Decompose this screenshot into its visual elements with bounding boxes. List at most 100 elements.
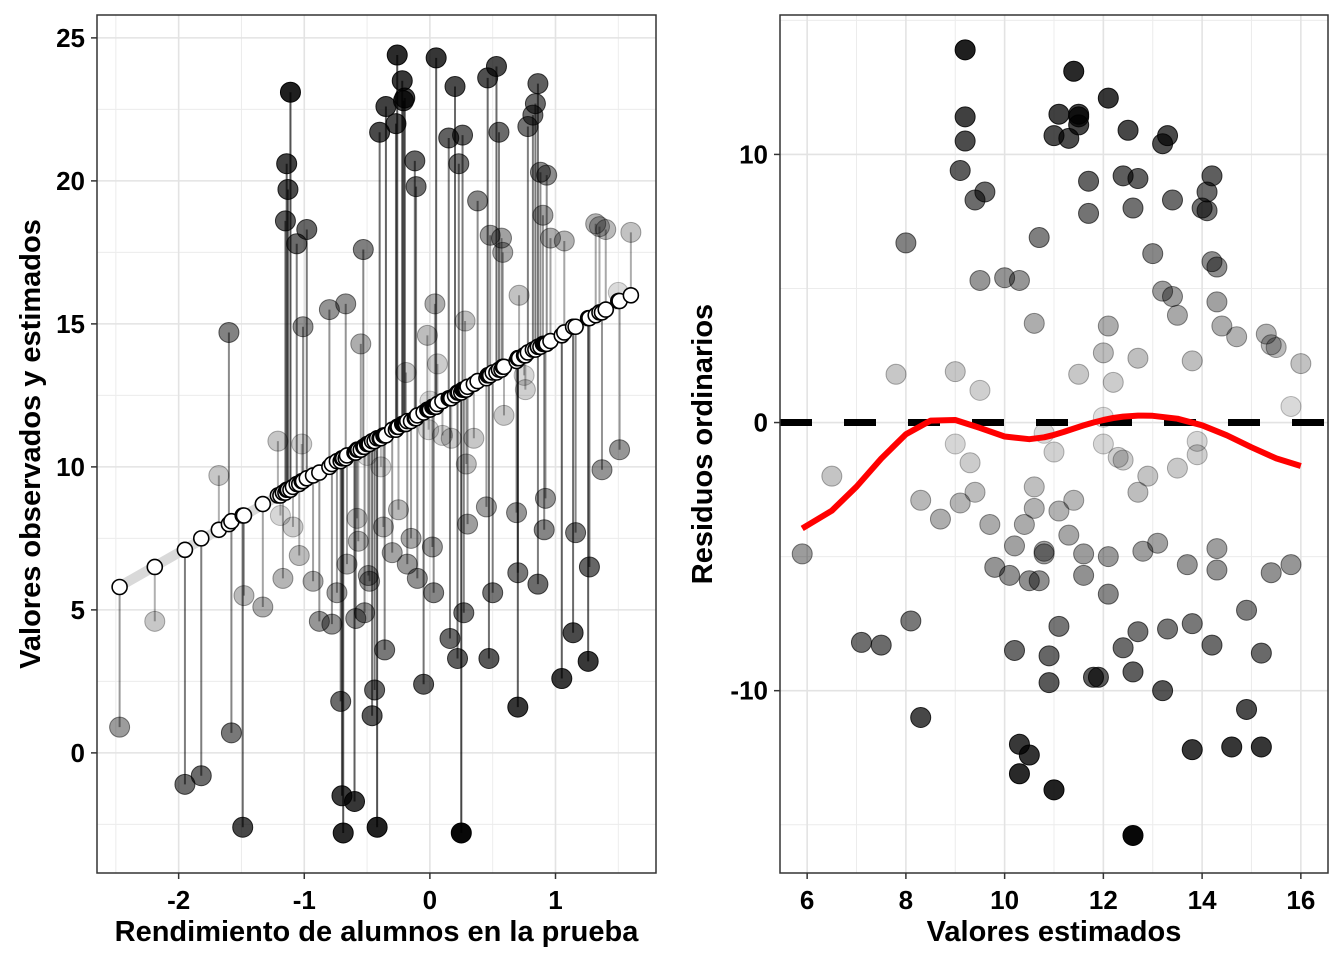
observed-point bbox=[277, 178, 299, 200]
observed-point bbox=[292, 316, 314, 338]
residual-point bbox=[1250, 736, 1272, 758]
observed-point bbox=[232, 816, 254, 838]
residual-point bbox=[1206, 291, 1228, 313]
observed-point bbox=[218, 321, 240, 343]
residual-point bbox=[1176, 554, 1198, 576]
residual-point bbox=[1038, 645, 1060, 667]
observed-point bbox=[421, 536, 443, 558]
x-tick-label: 10 bbox=[990, 885, 1019, 915]
residual-point bbox=[850, 631, 872, 653]
y-axis-title: Residuos ordinarios bbox=[687, 304, 719, 584]
residual-point bbox=[1102, 371, 1124, 393]
observed-point bbox=[562, 622, 584, 644]
observed-point bbox=[513, 364, 535, 386]
residual-point bbox=[1068, 106, 1090, 128]
x-axis-title: Rendimiento de alumnos en la prueba bbox=[115, 916, 640, 948]
fitted-point bbox=[254, 495, 272, 513]
observed-point bbox=[361, 705, 383, 727]
residual-point bbox=[1112, 637, 1134, 659]
x-tick-label: 0 bbox=[423, 885, 437, 915]
residual-point bbox=[1221, 736, 1243, 758]
observed-point bbox=[318, 299, 340, 321]
observed-point bbox=[336, 553, 358, 575]
observed-point bbox=[276, 153, 298, 175]
observed-point bbox=[492, 241, 514, 263]
observed-point bbox=[387, 499, 409, 521]
y-tick-label: 20 bbox=[56, 166, 85, 196]
observed-point bbox=[514, 379, 536, 401]
observed-point bbox=[347, 530, 369, 552]
residual-point bbox=[979, 513, 1001, 535]
observed-point bbox=[416, 324, 438, 346]
residual-point bbox=[1181, 350, 1203, 372]
observed-point bbox=[109, 716, 131, 738]
residual-point bbox=[1028, 570, 1050, 592]
residual-point bbox=[1048, 103, 1070, 125]
x-tick-label: -1 bbox=[293, 885, 316, 915]
residual-point bbox=[1152, 680, 1174, 702]
observed-point bbox=[452, 124, 474, 146]
residual-point bbox=[1097, 546, 1119, 568]
observed-point bbox=[463, 427, 485, 449]
observed-point bbox=[233, 585, 255, 607]
observed-point bbox=[539, 227, 561, 249]
residual-point bbox=[1127, 347, 1149, 369]
residual-point bbox=[1122, 824, 1144, 846]
residual-point bbox=[870, 634, 892, 656]
observed-point bbox=[467, 190, 489, 212]
y-tick-label: 25 bbox=[56, 23, 85, 53]
observed-point bbox=[352, 239, 374, 261]
observed-point bbox=[395, 362, 417, 383]
observed-point bbox=[453, 602, 475, 624]
observed-point bbox=[479, 224, 501, 246]
x-tick-label: 6 bbox=[800, 885, 814, 915]
observed-point bbox=[252, 596, 274, 618]
observed-point bbox=[359, 570, 381, 592]
residual-point bbox=[1033, 543, 1055, 565]
observed-point bbox=[208, 464, 230, 486]
residual-point bbox=[1152, 280, 1174, 302]
residual-point bbox=[1008, 269, 1030, 291]
y-tick-label: 0 bbox=[71, 738, 85, 768]
fitted-point bbox=[235, 507, 253, 524]
residual-point bbox=[929, 508, 951, 530]
observed-point bbox=[440, 427, 462, 449]
residual-point bbox=[1004, 535, 1026, 557]
observed-point bbox=[455, 453, 477, 475]
residual-point bbox=[1201, 634, 1223, 656]
residual-point bbox=[944, 433, 966, 455]
observed-point bbox=[326, 582, 348, 604]
residual-point bbox=[910, 706, 932, 728]
x-axis-title: Valores estimados bbox=[927, 916, 1182, 948]
residual-point bbox=[900, 610, 922, 632]
observed-point bbox=[321, 613, 343, 635]
residual-point bbox=[1038, 672, 1060, 694]
fitted-point bbox=[622, 286, 640, 304]
fitted-point bbox=[146, 558, 164, 576]
residual-point bbox=[1028, 227, 1050, 249]
residual-point bbox=[1206, 256, 1228, 278]
observed-point bbox=[578, 556, 600, 578]
residual-point bbox=[974, 181, 996, 203]
residual-point bbox=[949, 492, 971, 514]
observed-point bbox=[370, 456, 392, 478]
residual-point bbox=[1008, 763, 1030, 785]
observed-point bbox=[396, 553, 418, 575]
residual-point bbox=[1122, 197, 1144, 219]
observed-point bbox=[374, 639, 396, 661]
residual-point bbox=[1196, 200, 1218, 222]
observed-point bbox=[288, 545, 310, 567]
residual-point bbox=[1132, 540, 1154, 562]
observed-point bbox=[282, 516, 304, 538]
residual-point bbox=[1186, 444, 1208, 466]
residual-point bbox=[954, 130, 976, 152]
residual-point bbox=[1068, 363, 1090, 385]
residual-point bbox=[969, 379, 991, 401]
residual-point bbox=[821, 465, 843, 487]
observed-point bbox=[385, 113, 407, 135]
residual-point bbox=[1127, 168, 1149, 190]
observed-point bbox=[413, 673, 435, 695]
observed-point bbox=[332, 822, 354, 844]
residual-point bbox=[1117, 119, 1139, 141]
